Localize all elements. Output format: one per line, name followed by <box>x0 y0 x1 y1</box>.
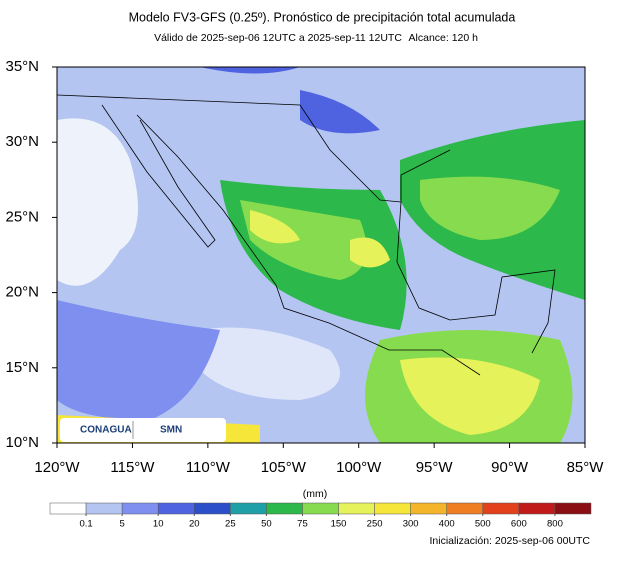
x-tick-label: 100°W <box>336 459 382 476</box>
y-tick-label: 30°N <box>5 133 39 150</box>
colorbar-label: 5 <box>119 519 124 530</box>
colorbar-segment <box>121 502 159 515</box>
colorbar-segment <box>49 502 87 515</box>
x-tick-label: 110°W <box>186 459 231 476</box>
colorbar-segment <box>85 502 123 515</box>
x-tick-label: 105°W <box>261 459 307 476</box>
colorbar-segment <box>194 502 231 515</box>
footer: Inicialización: 2025-sep-06 00UTC <box>430 535 591 547</box>
y-tick-label: 25°N <box>5 208 39 225</box>
y-tick-label: 35°N <box>5 58 39 75</box>
x-tick-label: 95°W <box>416 459 454 476</box>
colorbar-segment <box>302 502 339 515</box>
colorbar-label: 50 <box>261 519 272 530</box>
map-field: CONAGUA SMN <box>57 67 585 443</box>
forecast-range: Alcance: 120 h <box>409 32 479 44</box>
colorbar-label: 600 <box>511 519 527 530</box>
colorbar-segment <box>482 502 520 515</box>
colorbar-label: 500 <box>475 519 491 530</box>
colorbar-label: 75 <box>297 519 308 530</box>
colorbar-label: 250 <box>367 519 383 530</box>
colorbar-label: 10 <box>153 519 164 530</box>
colorbar-label: 300 <box>403 519 419 530</box>
colorbar-segment <box>338 502 375 515</box>
colorbar-unit: (mm) <box>303 488 328 500</box>
logo-text: CONAGUA <box>80 425 132 436</box>
valid-period: Válido de 2025-sep-06 12UTC a 2025-sep-1… <box>154 32 402 44</box>
colorbar-segment <box>518 502 556 515</box>
x-tick-label: 115°W <box>110 459 155 476</box>
colorbar-segment <box>266 502 303 515</box>
y-tick-label: 20°N <box>5 284 39 301</box>
colorbar-segment <box>410 502 447 515</box>
colorbar-label: 150 <box>331 519 347 530</box>
colorbar-segment <box>446 502 484 515</box>
logo-text: SMN <box>160 425 182 436</box>
y-tick-label: 15°N <box>5 359 39 376</box>
colorbar-label: 800 <box>547 519 563 530</box>
x-tick-label: 120°W <box>34 459 80 476</box>
x-tick-label: 85°W <box>567 459 605 476</box>
colorbar-segment <box>374 502 411 515</box>
x-tick-label: 90°W <box>491 459 529 476</box>
y-tick-label: 10°N <box>5 434 39 451</box>
colorbar-label: 0.1 <box>79 519 92 530</box>
colorbar-segment <box>230 502 267 515</box>
colorbar-label: 400 <box>439 519 455 530</box>
colorbar-label: 20 <box>189 519 200 530</box>
colorbar-label: 25 <box>225 519 236 530</box>
title: Modelo FV3-GFS (0.25º). Pronóstico de pr… <box>129 10 516 24</box>
map-frame <box>56 66 586 444</box>
colorbar-segment <box>157 502 195 515</box>
colorbar-segment <box>554 502 592 515</box>
